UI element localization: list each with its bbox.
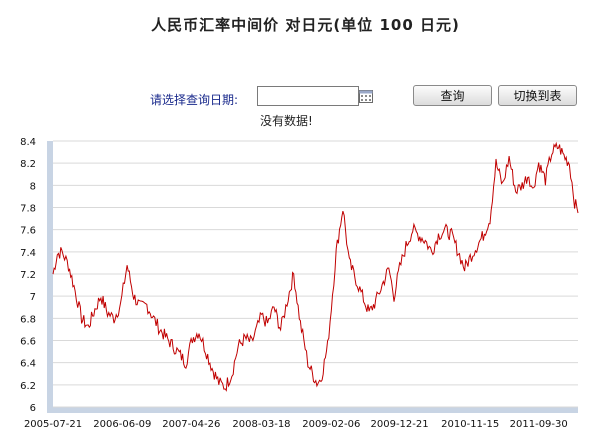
query-button[interactable]: 查询 <box>413 85 492 106</box>
calendar-icon[interactable] <box>359 90 373 103</box>
y-tick-label: 7.8 <box>20 204 36 215</box>
x-tick-label: 2009-02-06 <box>302 419 360 430</box>
x-tick-label: 2006-06-09 <box>93 419 151 430</box>
y-tick-label: 8.2 <box>20 159 36 170</box>
y-tick-label: 6.4 <box>20 359 36 370</box>
y-tick-label: 8 <box>30 181 36 192</box>
y-tick-label: 6.6 <box>20 337 36 348</box>
y-tick-label: 6 <box>30 403 36 414</box>
x-tick-label: 2005-07-21 <box>24 419 82 430</box>
page-title: 人民币汇率中间价 对日元(单位 100 日元) <box>151 16 460 34</box>
no-data-message: 没有数据! <box>260 114 313 128</box>
y-tick-label: 8.4 <box>20 137 36 148</box>
x-tick-label: 2009-12-21 <box>371 419 429 430</box>
switch-to-table-button[interactable]: 切换到表 <box>498 85 577 106</box>
y-tick-label: 6.8 <box>20 314 36 325</box>
y-axis-band <box>47 141 53 407</box>
date-input[interactable] <box>257 86 359 106</box>
y-tick-label: 7.4 <box>20 248 36 259</box>
y-tick-label: 7 <box>30 292 36 303</box>
y-tick-label: 6.2 <box>20 381 36 392</box>
date-query-label: 请选择查询日期: <box>150 93 239 107</box>
y-tick-label: 7.2 <box>20 270 36 281</box>
x-tick-label: 2011-09-30 <box>510 419 568 430</box>
x-tick-label: 2010-11-15 <box>441 419 499 430</box>
x-axis-band <box>47 407 578 413</box>
x-tick-label: 2008-03-18 <box>232 419 290 430</box>
rate-line <box>52 141 579 392</box>
y-tick-label: 7.6 <box>20 226 36 237</box>
x-tick-label: 2007-04-26 <box>162 419 220 430</box>
